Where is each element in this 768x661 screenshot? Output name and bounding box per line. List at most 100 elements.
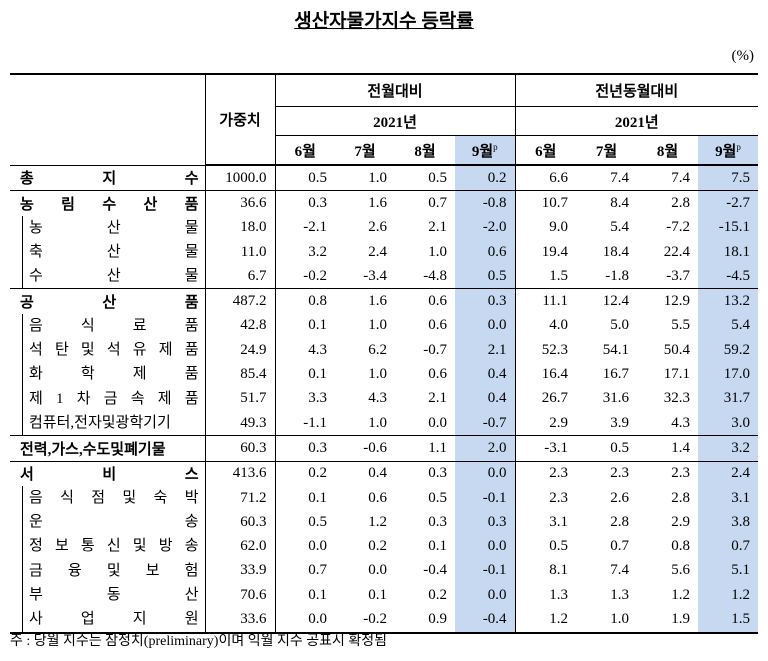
table-row: 정 보 통 신 및 방 송 62.0 0.0 0.2 0.1 0.0 0.5 0.7 0.8 0.… (10, 534, 759, 559)
value-cell: 0.3 (274, 190, 335, 216)
table-row: 축 산 물 11.0 3.2 2.4 1.0 0.6 19.4 18.4 22.4 18.1 (10, 239, 759, 265)
value-cell: 0.2 (455, 164, 516, 191)
table-header: 가중치 전월대비 전년동월대비 2021년 2021년 6월 7월 8월 9월p 6월 7… (10, 73, 759, 166)
value-cell: 4.0 (514, 313, 577, 339)
row-label-text: 제 1 차 금 속 제 품 (22, 386, 199, 411)
header-month: 8월 (395, 135, 455, 166)
value-cell: 59.2 (698, 338, 759, 363)
table: 가중치 전월대비 전년동월대비 2021년 2021년 6월 7월 8월 9월p 6월 7… (10, 73, 759, 634)
value-cell: 0.1 (274, 362, 335, 387)
table-row: 전력,가스,수도및폐기물 60.3 0.3 -0.6 1.1 2.0 -3.1 0.5 1.4 3… (10, 435, 759, 462)
table-row: 운 송 60.3 0.5 1.2 0.3 0.3 3.1 2.8 2.9 3.8 (10, 510, 759, 535)
table-row: 금 융 및 보 험 33.9 0.7 0.0 -0.4 -0.1 8.1 7.4 5.6 5.1 (10, 558, 759, 584)
value-cell: 1.6 (335, 190, 395, 216)
row-label: 정 보 통 신 및 방 송 (10, 534, 205, 559)
value-cell: 2.9 (514, 410, 577, 436)
weight-cell: 51.7 (204, 386, 275, 411)
value-cell: 0.5 (514, 534, 577, 559)
table-row: 제 1 차 금 속 제 품 51.7 3.3 4.3 2.1 0.4 26.7 31.6 32.… (10, 386, 759, 411)
row-label-text: 음 식 료 품 (22, 313, 199, 339)
value-cell: 2.8 (610, 513, 630, 530)
value-cell: 4.3 (274, 338, 335, 363)
value-cell: -4.5 (698, 264, 759, 289)
value-cell: 7.4 (637, 164, 699, 191)
value-cell: 0.7 (274, 558, 335, 584)
value-cell: 1.0 (368, 366, 387, 383)
weight-cell: 33.9 (204, 558, 275, 584)
weight-cell: 60.3 (204, 510, 275, 535)
value-cell: 0.0 (428, 414, 447, 431)
value-cell: 5.1 (698, 558, 759, 584)
header-month: 6월 (274, 135, 335, 166)
value-cell: 0.1 (274, 485, 335, 511)
value-cell: 0.3 (455, 288, 516, 314)
row-label: 부 동 산 (10, 583, 205, 608)
unit: (%) (731, 48, 755, 64)
row-label: 음 식 점 및 숙 박 (10, 485, 205, 511)
value-cell: 17.1 (663, 366, 691, 383)
value-cell: 2.4 (698, 460, 759, 486)
value-cell: 0.7 (395, 190, 455, 216)
value-cell: 1.6 (335, 288, 395, 314)
value-cell: 0.5 (576, 435, 638, 462)
value-cell: 2.1 (428, 390, 447, 407)
table-row: 컴퓨터,전자및광학기기 49.3 -1.1 1.0 0.0 -0.7 2.9 3.9 4.3 3.… (10, 410, 759, 436)
table-row: 음 식 료 품 42.8 0.1 1.0 0.6 0.0 4.0 5.0 5.5 5.4 (10, 313, 759, 339)
value-cell: 2.3 (514, 485, 577, 511)
value-cell: 7.5 (698, 164, 759, 191)
value-cell: 32.3 (663, 390, 691, 407)
value-cell: 17.0 (698, 362, 759, 387)
row-label: 화 학 제 품 (10, 362, 205, 387)
value-cell: 0.6 (368, 489, 387, 506)
row-label: 공 산 품 (10, 288, 205, 314)
value-cell: 0.6 (455, 239, 516, 265)
value-cell: 0.6 (395, 288, 455, 314)
value-cell: 1.2 (514, 607, 577, 634)
value-cell: 0.8 (671, 538, 691, 555)
table-row: 서 비 스 413.6 0.2 0.4 0.3 0.0 2.3 2.3 2.3 2.4 (10, 460, 759, 486)
value-cell: 0.5 (274, 164, 335, 191)
value-cell: 11.1 (514, 288, 577, 314)
value-cell: 2.8 (671, 489, 691, 506)
row-label: 전력,가스,수도및폐기물 (10, 435, 205, 462)
value-cell: 2.6 (368, 219, 387, 236)
value-cell: 8.4 (576, 190, 638, 216)
value-cell: 0.3 (395, 460, 455, 486)
row-label: 총 지 수 (10, 164, 205, 191)
value-cell: 18.4 (602, 243, 630, 260)
value-cell: 0.0 (274, 607, 335, 634)
value-cell: 2.3 (576, 460, 638, 486)
weight-cell: 85.4 (204, 362, 275, 387)
table-row: 음 식 점 및 숙 박 71.2 0.1 0.6 0.5 -0.1 2.3 2.6 2.8 3.1 (10, 485, 759, 511)
value-cell: 3.2 (698, 435, 759, 462)
value-cell: 18.1 (698, 239, 759, 265)
value-cell: 54.1 (602, 341, 630, 358)
value-cell: 0.9 (395, 607, 455, 634)
table-row: 사 업 지 원 33.6 0.0 -0.2 0.9 -0.4 1.2 1.0 1.9 1.5 (10, 607, 759, 634)
value-cell: 0.2 (368, 538, 387, 555)
value-cell: -1.1 (274, 410, 335, 436)
header-mom: 전월대비 (274, 73, 516, 107)
value-cell: 0.7 (610, 538, 630, 555)
header-month: 9월p (455, 135, 516, 166)
value-cell: 0.4 (335, 460, 395, 486)
value-cell: 3.8 (698, 510, 759, 535)
value-cell: 4.3 (671, 414, 691, 431)
value-cell: 3.3 (274, 386, 335, 411)
value-cell: 1.2 (671, 586, 691, 603)
row-label-text: 총 지 수 (20, 171, 199, 188)
weight-cell: 18.0 (204, 215, 275, 240)
value-cell: 26.7 (514, 386, 577, 411)
value-cell: 2.3 (514, 460, 577, 486)
header-weight: 가중치 (204, 73, 275, 166)
weight-cell: 413.6 (204, 460, 275, 486)
row-label-text: 전력,가스,수도및폐기물 (20, 441, 166, 458)
value-cell: 7.4 (610, 562, 630, 579)
value-cell: 8.1 (514, 558, 577, 584)
row-label: 농 림 수 산 품 (10, 190, 205, 216)
weight-cell: 70.6 (204, 583, 275, 608)
table-row: 농 림 수 산 품 36.6 0.3 1.6 0.7 -0.8 10.7 8.4 2.8 -2.7 (10, 190, 759, 216)
row-label-text: 사 업 지 원 (22, 607, 199, 632)
value-cell: 0.1 (368, 586, 387, 603)
value-cell: 3.1 (698, 485, 759, 511)
